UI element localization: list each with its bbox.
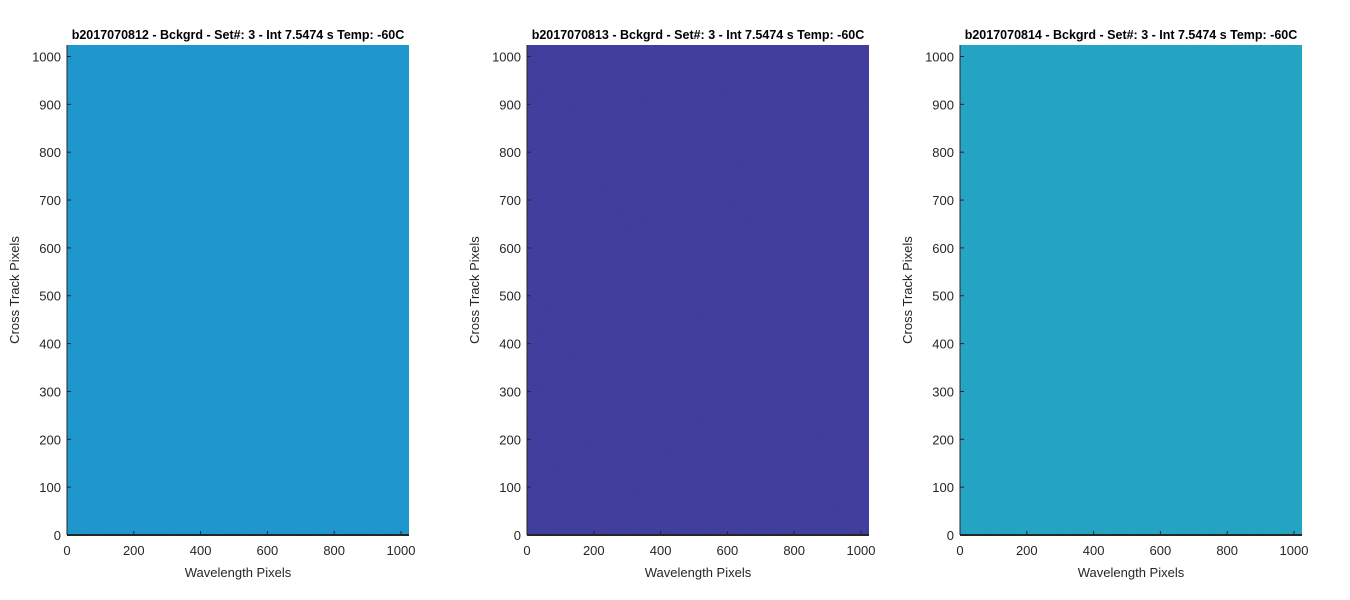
y-tick-label: 1000 bbox=[492, 49, 521, 64]
x-axis-label: Wavelength Pixels bbox=[185, 565, 292, 580]
y-tick-label: 200 bbox=[39, 432, 61, 447]
y-tick-label: 400 bbox=[932, 337, 954, 352]
y-tick-label: 200 bbox=[499, 432, 521, 447]
x-tick-label: 600 bbox=[717, 543, 739, 558]
y-tick-label: 800 bbox=[499, 145, 521, 160]
y-tick-label: 600 bbox=[499, 241, 521, 256]
x-tick-label: 1000 bbox=[1280, 543, 1309, 558]
x-tick-label: 200 bbox=[583, 543, 605, 558]
y-tick-label: 700 bbox=[499, 193, 521, 208]
chart-panel-3: 0 200 400 600 800 1000 0 100 200 300 400 500 600 700 8… bbox=[900, 28, 1308, 580]
y-tick-label: 500 bbox=[39, 289, 61, 304]
y-tick-label: 600 bbox=[39, 241, 61, 256]
y-tick-label: 800 bbox=[932, 145, 954, 160]
y-tick-label: 300 bbox=[932, 384, 954, 399]
x-tick-label: 1000 bbox=[387, 543, 416, 558]
x-tick-label: 1000 bbox=[847, 543, 876, 558]
x-tick-label: 400 bbox=[190, 543, 212, 558]
heatmap-noise bbox=[960, 45, 1302, 535]
x-tick-label: 800 bbox=[1216, 543, 1238, 558]
y-tick-label: 900 bbox=[932, 97, 954, 112]
y-tick-label: 600 bbox=[932, 241, 954, 256]
y-tick-label: 800 bbox=[39, 145, 61, 160]
y-tick-label: 100 bbox=[932, 480, 954, 495]
y-tick-label: 500 bbox=[499, 289, 521, 304]
x-tick-label: 0 bbox=[63, 543, 70, 558]
y-tick-label: 500 bbox=[932, 289, 954, 304]
chart-title: b2017070813 - Bckgrd - Set#: 3 - Int 7.5… bbox=[532, 28, 865, 42]
x-tick-label: 200 bbox=[1016, 543, 1038, 558]
y-tick-label: 200 bbox=[932, 432, 954, 447]
x-tick-label: 400 bbox=[1083, 543, 1105, 558]
chart-title: b2017070812 - Bckgrd - Set#: 3 - Int 7.5… bbox=[72, 28, 405, 42]
x-tick-label: 200 bbox=[123, 543, 145, 558]
y-tick-label: 700 bbox=[39, 193, 61, 208]
y-tick-label: 1000 bbox=[32, 49, 61, 64]
x-tick-label: 400 bbox=[650, 543, 672, 558]
y-tick-label: 900 bbox=[39, 97, 61, 112]
x-tick-label: 600 bbox=[257, 543, 279, 558]
x-tick-label: 600 bbox=[1150, 543, 1172, 558]
y-axis-label: Cross Track Pixels bbox=[467, 236, 482, 344]
y-tick-label: 400 bbox=[39, 337, 61, 352]
y-tick-label: 0 bbox=[514, 528, 521, 543]
y-tick-label: 0 bbox=[947, 528, 954, 543]
y-tick-label: 700 bbox=[932, 193, 954, 208]
y-tick-label: 100 bbox=[39, 480, 61, 495]
y-tick-label: 1000 bbox=[925, 49, 954, 64]
y-tick-label: 300 bbox=[499, 384, 521, 399]
chart-title: b2017070814 - Bckgrd - Set#: 3 - Int 7.5… bbox=[965, 28, 1298, 42]
chart-panel-1: 0 200 400 600 800 1000 0 100 200 300 400 500 600 700 8… bbox=[7, 28, 415, 580]
y-tick-label: 900 bbox=[499, 97, 521, 112]
y-axis-label: Cross Track Pixels bbox=[7, 236, 22, 344]
x-tick-label: 800 bbox=[323, 543, 345, 558]
x-axis-label: Wavelength Pixels bbox=[645, 565, 752, 580]
y-axis-label: Cross Track Pixels bbox=[900, 236, 915, 344]
y-tick-label: 0 bbox=[54, 528, 61, 543]
heatmap-noise bbox=[67, 45, 409, 535]
x-axis-label: Wavelength Pixels bbox=[1078, 565, 1185, 580]
y-tick-label: 300 bbox=[39, 384, 61, 399]
x-tick-label: 800 bbox=[783, 543, 805, 558]
heatmap-noise bbox=[527, 45, 869, 535]
y-tick-label: 400 bbox=[499, 337, 521, 352]
x-tick-label: 0 bbox=[956, 543, 963, 558]
x-tick-label: 0 bbox=[523, 543, 530, 558]
y-tick-label: 100 bbox=[499, 480, 521, 495]
chart-panel-2: 0 200 400 600 800 1000 0 100 200 300 400 500 600 700 8… bbox=[467, 28, 875, 580]
